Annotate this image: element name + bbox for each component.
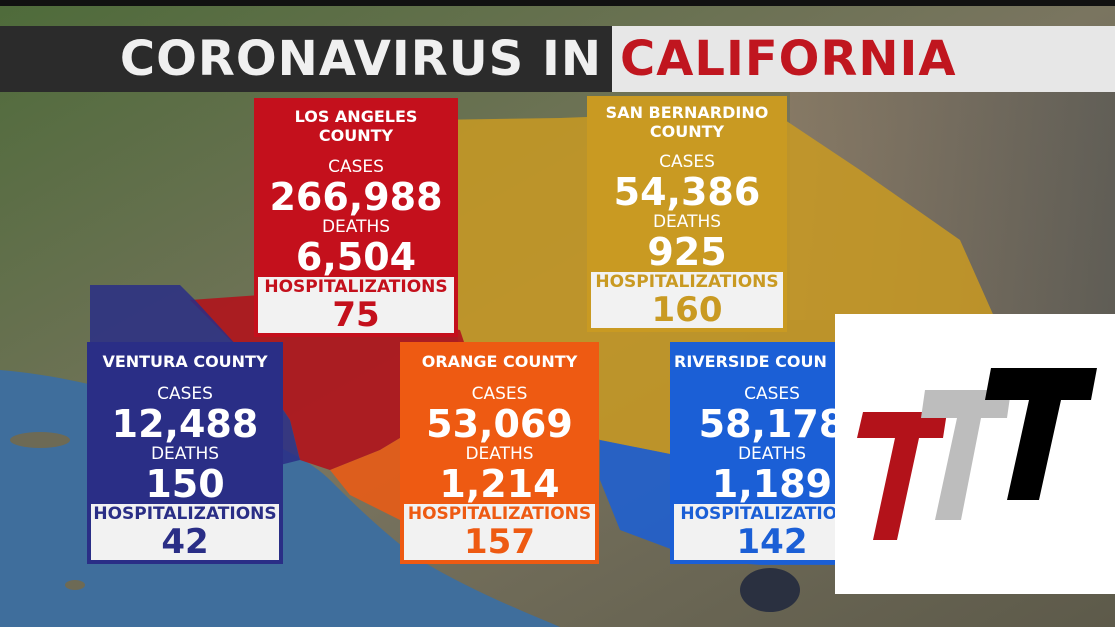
deaths-cell: DEATHS 1,189 xyxy=(674,444,836,504)
hosp-label: HOSPITALIZATIONS xyxy=(595,272,779,292)
deaths-label: DEATHS xyxy=(737,444,807,464)
card-body: CASES 54,386 DEATHS 925 HOSPITALIZATIONS… xyxy=(587,148,787,332)
deaths-label: DEATHS xyxy=(652,212,722,232)
logo-panel xyxy=(835,314,1115,594)
top-strip xyxy=(0,0,1115,6)
cases-label: CASES xyxy=(471,384,528,404)
hosp-cell: HOSPITALIZATIONS 142 xyxy=(674,504,836,560)
county-name: VENTURA COUNTY xyxy=(87,342,283,380)
card-orange: ORANGE COUNTY CASES 53,069 DEATHS 1,214 … xyxy=(400,342,599,564)
county-name: LOS ANGELES COUNTY xyxy=(254,98,458,153)
county-name: RIVERSIDE COUN xyxy=(670,342,836,380)
deaths-label: DEATHS xyxy=(321,217,391,237)
hosp-cell: HOSPITALIZATIONS 75 xyxy=(258,277,454,333)
deaths-value: 1,189 xyxy=(711,462,833,506)
cases-value: 266,988 xyxy=(269,175,443,219)
cases-label: CASES xyxy=(157,384,213,404)
cases-label: CASES xyxy=(328,157,384,177)
cases-cell: CASES 12,488 xyxy=(91,384,279,444)
card-los-angeles: LOS ANGELES COUNTY CASES 266,988 DEATHS … xyxy=(254,98,458,337)
hosp-label: HOSPITALIZATIONS xyxy=(264,277,448,297)
hosp-value: 42 xyxy=(161,522,209,562)
deaths-value: 150 xyxy=(145,462,225,506)
card-san-bernardino: SAN BERNARDINO COUNTY CASES 54,386 DEATH… xyxy=(587,96,787,332)
hosp-value: 160 xyxy=(651,290,723,330)
cases-value: 54,386 xyxy=(613,170,761,214)
hosp-cell: HOSPITALIZATIONS 157 xyxy=(404,504,595,560)
deaths-value: 6,504 xyxy=(295,235,417,279)
cases-value: 53,069 xyxy=(426,402,573,446)
card-body: CASES 53,069 DEATHS 1,214 HOSPITALIZATIO… xyxy=(400,380,599,564)
hosp-cell: HOSPITALIZATIONS 160 xyxy=(591,272,783,328)
cases-value: 12,488 xyxy=(111,402,259,446)
hosp-label: HOSPITALIZATIONS xyxy=(407,504,592,524)
deaths-value: 925 xyxy=(647,230,727,274)
cases-label: CASES xyxy=(744,384,800,404)
deaths-cell: DEATHS 1,214 xyxy=(404,444,595,504)
cases-label: CASES xyxy=(659,152,715,172)
cases-cell: CASES 54,386 xyxy=(591,152,783,212)
cases-value: 58,178 xyxy=(698,402,836,446)
hosp-value: 75 xyxy=(332,295,380,335)
headline-right-panel: CALIFORNIA xyxy=(612,26,1115,92)
card-body: CASES 12,488 DEATHS 150 HOSPITALIZATIONS… xyxy=(87,380,283,564)
card-body: CASES 58,178 DEATHS 1,189 HOSPITALIZATIO… xyxy=(670,380,836,564)
deaths-cell: DEATHS 6,504 xyxy=(258,217,454,277)
county-name: SAN BERNARDINO COUNTY xyxy=(587,96,787,148)
ttt-logo-icon xyxy=(857,368,1097,540)
deaths-value: 1,214 xyxy=(439,462,560,506)
hosp-label: HOSPITALIZATIONS xyxy=(680,504,836,524)
hosp-value: 157 xyxy=(464,522,535,562)
headline-left-panel: CORONAVIRUS IN xyxy=(0,26,612,92)
cases-cell: CASES 266,988 xyxy=(258,157,454,217)
card-body: CASES 266,988 DEATHS 6,504 HOSPITALIZATI… xyxy=(254,153,458,337)
deaths-label: DEATHS xyxy=(465,444,534,464)
hosp-value: 142 xyxy=(736,522,808,562)
hosp-cell: HOSPITALIZATIONS 42 xyxy=(91,504,279,560)
headline: CORONAVIRUS IN CALIFORNIA xyxy=(0,26,1115,92)
county-name: ORANGE COUNTY xyxy=(400,342,599,380)
headline-left-text: CORONAVIRUS IN xyxy=(119,31,602,87)
cases-cell: CASES 58,178 xyxy=(674,384,836,444)
deaths-cell: DEATHS 925 xyxy=(591,212,783,272)
headline-right-text: CALIFORNIA xyxy=(620,31,957,87)
hosp-label: HOSPITALIZATIONS xyxy=(93,504,277,524)
card-riverside: RIVERSIDE COUN CASES 58,178 DEATHS 1,189… xyxy=(670,342,836,564)
cases-cell: CASES 53,069 xyxy=(404,384,595,444)
deaths-label: DEATHS xyxy=(150,444,220,464)
deaths-cell: DEATHS 150 xyxy=(91,444,279,504)
card-ventura: VENTURA COUNTY CASES 12,488 DEATHS 150 H… xyxy=(87,342,283,564)
